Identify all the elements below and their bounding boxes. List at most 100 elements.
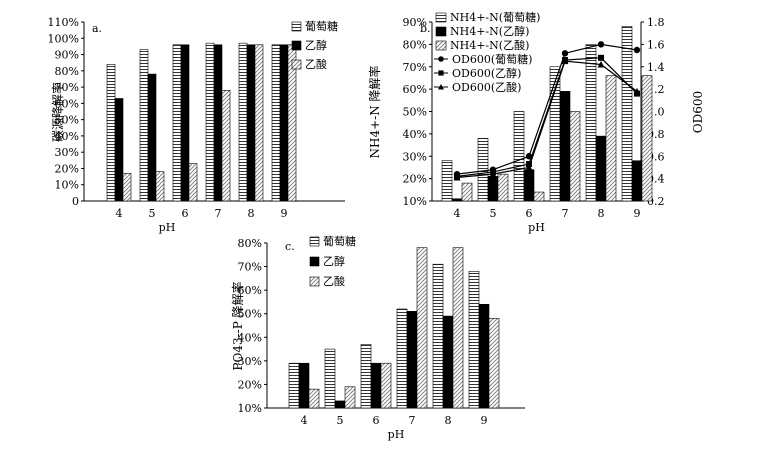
y-tick-label: 40%: [403, 128, 427, 141]
line-series-2: [456, 57, 638, 177]
bar-2: [451, 198, 463, 202]
y-tick-label: 40%: [238, 331, 262, 344]
y2-tick-label: 1.8: [647, 16, 665, 29]
bar-3: [461, 182, 473, 202]
legend-label: 葡萄糖: [305, 19, 338, 33]
bar-2: [180, 44, 190, 202]
bar-1: [106, 64, 116, 202]
y-tick-label: 90%: [403, 16, 427, 29]
bar-3: [452, 247, 464, 409]
y2-axis-title: OD600: [691, 91, 705, 133]
y-axis-title: NH4+-N 降解率: [367, 65, 382, 158]
marker-triangle: [489, 170, 497, 178]
x-tick-label: 7: [409, 414, 416, 427]
bar-3: [155, 171, 165, 202]
bar-2: [631, 160, 643, 202]
bar-3: [569, 111, 581, 202]
legend-marker-triangle: [438, 84, 444, 90]
marker-triangle: [597, 61, 605, 68]
x-tick-label: 4: [116, 207, 123, 220]
y-axis-title: PO43--P 降解率: [230, 281, 245, 370]
x-tick-label: 4: [454, 207, 461, 220]
bar-3: [122, 173, 132, 202]
bar-2: [406, 311, 418, 409]
bar-1: [324, 348, 336, 409]
x-tick-label: 9: [634, 207, 641, 220]
legend-swatch-2: [291, 40, 302, 51]
y-tick-label: 80%: [238, 237, 262, 250]
bar-2: [114, 98, 124, 202]
legend-swatch-3: [309, 276, 320, 287]
bar-2: [279, 44, 289, 202]
bar-1: [360, 344, 372, 409]
y2-tick-label: 1.4: [647, 61, 665, 74]
panel-label: b.: [420, 22, 431, 35]
y-tick-label: 20%: [55, 162, 79, 175]
bar-1: [271, 44, 281, 202]
bar-1: [468, 270, 480, 409]
marker-circle: [633, 46, 641, 54]
y-tick-label: 50%: [238, 308, 262, 321]
line-series-1: [456, 43, 638, 175]
marker-circle: [561, 50, 569, 57]
bar-3: [254, 44, 264, 202]
y-tick-label: 10%: [238, 402, 262, 415]
chart-a: 0 10% 20% 30% 40% 50% 60% 70% 80% 90% 100% 110% 4 5 6 7…: [48, 16, 345, 234]
x-tick-label: 5: [337, 414, 344, 427]
y-tick-label: 70%: [238, 261, 262, 274]
y-tick-label: 80%: [403, 38, 427, 51]
legend-label: 葡萄糖: [323, 234, 356, 248]
legend-swatch-2: [435, 26, 447, 37]
x-tick-label: 9: [481, 414, 488, 427]
y-tick-label: 30%: [403, 150, 427, 163]
bar-2: [213, 44, 223, 202]
x-axis-title: pH: [388, 428, 405, 441]
x-tick-label: 7: [215, 207, 222, 220]
bar-3: [533, 191, 545, 202]
y-tick-label: 70%: [403, 61, 427, 74]
y-axis-title: 碳源降解率: [50, 82, 65, 142]
x-axis-title: pH: [159, 221, 176, 234]
y-tick-label: 20%: [403, 173, 427, 186]
legend-swatch-3: [291, 59, 302, 70]
bar-1: [585, 44, 597, 202]
legend-marker-square: [438, 70, 444, 76]
x-tick-label: 8: [248, 207, 255, 220]
legend-marker-circle: [438, 56, 444, 62]
y-tick-label: 60%: [238, 284, 262, 297]
bar-1: [238, 42, 248, 202]
y-tick-label: 0: [72, 195, 79, 208]
legend-label: 乙醇: [305, 38, 327, 52]
x-axis-title: pH: [528, 221, 545, 234]
bar-3: [380, 362, 392, 409]
bar-3: [497, 173, 509, 202]
bar-3: [308, 388, 320, 409]
y-tick-label: 20%: [238, 378, 262, 391]
bar-1: [139, 49, 149, 202]
bar-2: [246, 44, 256, 202]
y2-tick-label: 1.6: [647, 38, 665, 51]
y-tick-label: 30%: [55, 146, 79, 159]
legend-swatch-2: [309, 256, 320, 267]
bar-1: [513, 111, 525, 202]
legend-label: 乙酸: [323, 274, 345, 288]
legend-label: NH4+-N(乙酸): [450, 38, 529, 52]
bar-2: [298, 362, 310, 409]
marker-triangle: [453, 174, 461, 181]
x-tick-label: 6: [526, 207, 533, 220]
bar-3: [605, 75, 617, 202]
legend-swatch-1: [291, 21, 302, 32]
y-tick-label: 70%: [55, 81, 79, 94]
bar-1: [549, 66, 561, 202]
legend-label: 乙醇: [323, 254, 345, 268]
marker-circle: [597, 41, 605, 48]
x-tick-label: 6: [182, 207, 189, 220]
x-tick-label: 7: [562, 207, 569, 220]
bar-2: [595, 135, 607, 202]
x-tick-label: 9: [281, 207, 288, 220]
legend-label: OD600(乙酸): [452, 80, 521, 94]
x-tick-label: 5: [490, 207, 497, 220]
y-tick-label: 90%: [55, 49, 79, 62]
marker-square: [598, 54, 604, 61]
